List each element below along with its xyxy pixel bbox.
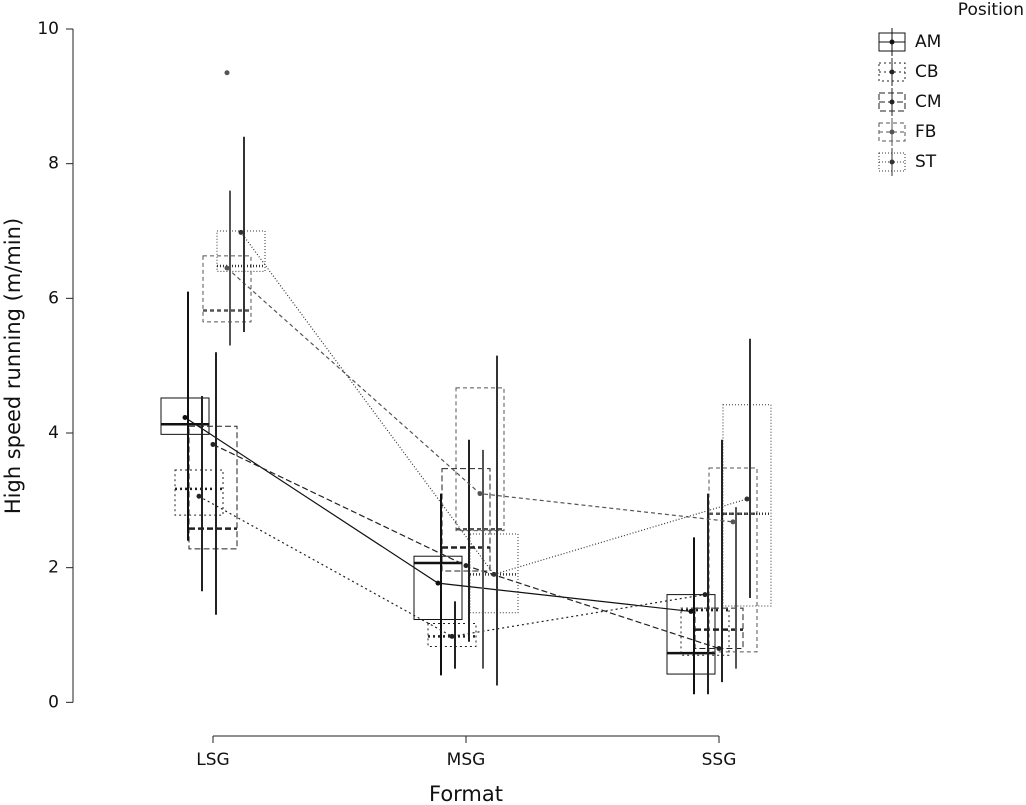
box [469,533,519,614]
legend-point [889,99,895,105]
y-tick-label: 8 [48,154,59,174]
box [722,404,772,607]
y-axis-title: High speed running (m/min) [1,218,25,514]
x-axis-title: Format [429,782,503,805]
mean-point [730,519,736,525]
mean-point [449,633,455,639]
mean-point [477,491,483,497]
box [174,469,224,516]
mean-point [716,645,722,651]
box [441,468,491,572]
legend-point [889,69,895,75]
x-tick-label: LSG [196,750,229,770]
mean-line [240,231,748,576]
x-tick-label: MSG [447,750,486,770]
box [160,397,210,435]
legend-point [889,159,895,165]
mean-point [702,592,708,598]
y-tick-label: 6 [48,288,59,308]
mean-point [224,265,230,271]
mean-point [744,496,750,502]
y-tick-label: 0 [48,692,59,712]
y-tick-label: 4 [48,423,59,443]
mean-line [226,267,734,523]
legend-point [889,129,895,135]
legend-point [889,39,895,45]
mean-point [196,493,202,499]
box [427,623,477,647]
mean-point [435,580,441,586]
box [455,387,505,532]
box [680,607,730,656]
y-tick-label: 10 [37,19,59,39]
legend-label: AM [915,32,941,52]
legend-label: CB [915,62,939,82]
outlier [224,70,230,76]
mean-point [238,229,244,235]
box [413,555,463,621]
mean-line [198,495,706,637]
mean-point [210,441,216,447]
mean-point [463,563,469,569]
box [666,594,716,675]
x-tick-label: SSG [702,750,737,770]
mean-point [182,415,188,421]
mean-point [491,571,497,577]
y-tick-label: 2 [48,558,59,578]
mean-point [688,608,694,614]
legend-label: ST [915,152,937,172]
legend-title: Position [958,0,1024,20]
legend-label: CM [915,92,942,112]
legend-label: FB [915,122,936,142]
